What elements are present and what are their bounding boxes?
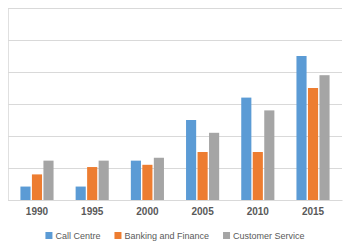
bar [32,174,42,200]
grid-line [8,136,342,137]
grid-line [8,168,342,169]
x-tick: 2010 [247,200,270,217]
x-tick: 2005 [191,200,214,217]
bar [186,120,196,200]
plot: 1990 1995 2000 2005 2010 2015 [8,9,343,218]
series [32,88,318,200]
grid-line [8,8,342,9]
bar [142,165,152,200]
y-axis [8,9,342,201]
bar [209,133,219,200]
x-tick-label: 2010 [247,206,270,217]
series [43,75,329,200]
x-tick: 2015 [302,200,325,217]
bar [99,161,109,200]
legend-swatch [223,232,230,239]
legend-label: Banking and Finance [124,231,209,241]
legend: Call Centre Banking and Finance Customer S… [45,231,304,241]
legend-item: Customer Service [223,231,305,241]
grid-line [8,40,342,41]
bars [20,56,329,200]
legend-item: Banking and Finance [114,231,209,241]
y-tick [8,72,342,73]
x-tick-label: 2000 [136,206,159,217]
bar [296,56,306,200]
bar [308,88,318,200]
y-axis-line [9,9,343,201]
bar [198,152,208,200]
x-tick: 2000 [136,200,159,217]
y-tick [8,136,342,137]
x-tick: 1995 [81,200,104,217]
legend-label: Customer Service [233,231,305,241]
y-tick [8,168,342,169]
bar [87,167,97,200]
legend-swatch [45,232,52,239]
x-axis: 1990 1995 2000 2005 2010 2015 [9,200,343,217]
legend-swatch [114,232,121,239]
x-axis-line [9,200,343,201]
bar [264,110,274,200]
legend-item: Call Centre [45,231,100,241]
series [20,56,306,200]
y-tick [8,40,342,41]
bar [253,152,263,200]
bar [154,158,164,200]
bar [319,75,329,200]
y-tick [8,104,342,105]
bar [20,187,30,200]
bar [241,98,251,200]
chart: 1990 1995 2000 2005 2010 2015 Call Centre Banki… [0,0,350,250]
x-tick-label: 1995 [81,206,104,217]
x-tick-label: 1990 [26,206,49,217]
bar [43,161,53,200]
bar [76,187,86,200]
grid-line [8,104,342,105]
y-tick [8,200,342,201]
x-tick: 1990 [26,200,49,217]
y-tick [8,8,342,9]
x-tick-label: 2005 [191,206,214,217]
grid-line [8,72,342,73]
bar [131,161,141,200]
grid-line [8,200,342,201]
x-tick-label: 2015 [302,206,325,217]
legend-label: Call Centre [55,231,100,241]
